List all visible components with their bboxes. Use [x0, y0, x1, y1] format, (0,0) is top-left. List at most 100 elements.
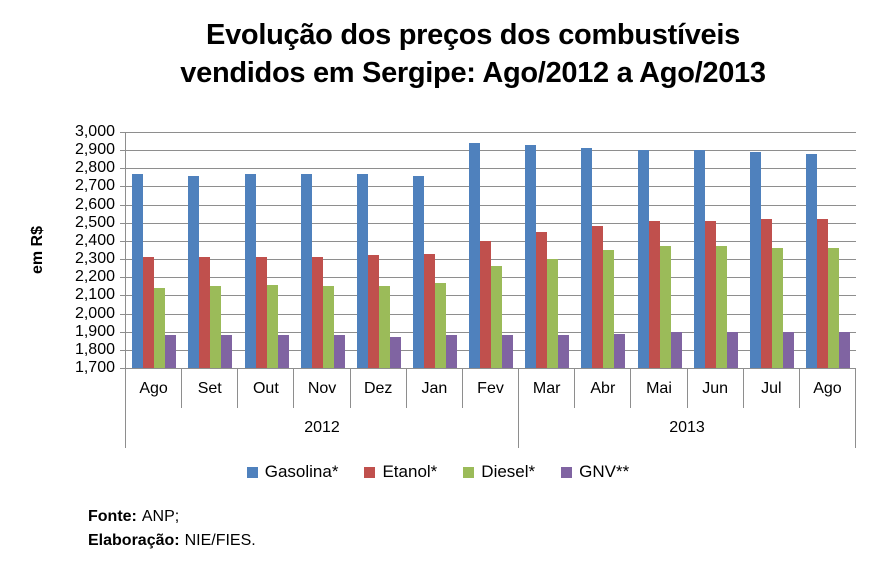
- y-tick-label-11: 1,900: [74, 322, 115, 340]
- bar-diesel-1-set: [210, 286, 222, 368]
- bar-diesel-3-nov: [322, 286, 334, 368]
- y-tick-mark-2500: [120, 222, 126, 224]
- bar-gasolina-7-mar: [525, 144, 537, 368]
- x-axis-month-row: Ago Set Out Nov Dez Jan Fev Mar Abr Mai Jun Jul Ago: [125, 369, 857, 408]
- y-tick-mark-1800: [120, 349, 126, 351]
- y-tick-label-6: 2,400: [74, 231, 115, 249]
- y-tick-label-7: 2,300: [74, 250, 115, 268]
- y-tick-mark-2200: [120, 277, 126, 279]
- bar-gnv-3-nov: [333, 335, 345, 368]
- bar-diesel-8-abr: [603, 250, 615, 368]
- y-tick-label-10: 2,000: [74, 304, 115, 322]
- bar-diesel-6-fev: [491, 266, 503, 368]
- legend-item-etanol: Etanol*: [364, 462, 437, 482]
- y-tick-mark-2000: [120, 313, 126, 315]
- gridline-2600: [126, 204, 856, 206]
- bar-etanol-10-jun: [704, 220, 716, 368]
- y-tick-label-12: 1,800: [74, 340, 115, 358]
- bar-gnv-4-dez: [389, 337, 401, 368]
- legend-label-etanol: Etanol*: [382, 462, 438, 481]
- x-axis-month-7-mar: Mar: [519, 369, 576, 408]
- y-tick-mark-1700: [120, 368, 126, 369]
- y-tick-mark-2800: [120, 168, 126, 170]
- y-tick-label-4: 2,600: [74, 195, 115, 213]
- bar-gnv-5-jan: [445, 335, 457, 368]
- bar-gnv-10-jun: [726, 331, 738, 368]
- x-axis-month-11-jul: Jul: [744, 369, 800, 408]
- y-axis-tick-labels: 3,000 2,900 2,800 2,700 2,600 2,500 2,400 2,300…: [0, 123, 115, 376]
- y-tick-mark-2300: [120, 259, 126, 261]
- y-tick-mark-2100: [120, 295, 126, 297]
- legend-item-diesel: Diesel*: [463, 462, 535, 482]
- bar-gasolina-4-dez: [356, 173, 368, 368]
- bar-etanol-11-jul: [760, 219, 772, 368]
- bar-etanol-3-nov: [311, 257, 323, 368]
- bar-diesel-7-mar: [547, 259, 559, 368]
- bar-gasolina-0-ago: [132, 173, 144, 368]
- x-axis-month-0-ago: Ago: [126, 369, 183, 408]
- bar-diesel-2-out: [266, 284, 278, 368]
- chart-title-line-1: Evolução dos preços dos combustíveis: [206, 19, 740, 51]
- y-tick-mark-2700: [120, 186, 126, 188]
- bar-gasolina-9-mai: [637, 150, 649, 368]
- footer-elaboration-line: Elaboração: NIE/FIES.: [88, 529, 256, 553]
- bar-etanol-0-ago: [143, 257, 155, 368]
- bar-gasolina-12-ago: [806, 153, 818, 368]
- legend-label-diesel: Diesel*: [481, 462, 536, 481]
- legend-swatch-diesel-icon: [463, 466, 475, 478]
- legend-swatch-gasolina-icon: [246, 466, 258, 478]
- y-tick-mark-3000: [120, 132, 126, 133]
- bar-diesel-11-jul: [771, 248, 783, 368]
- y-tick-label-9: 2,100: [74, 286, 115, 304]
- legend-label-gnv: GNV**: [579, 462, 630, 481]
- y-tick-label-0: 3,000: [74, 123, 115, 140]
- x-axis-month-10-jun: Jun: [688, 369, 744, 408]
- bar-gasolina-8-abr: [581, 148, 593, 368]
- legend-swatch-gnv-icon: [561, 466, 573, 478]
- bar-etanol-1-set: [199, 257, 211, 368]
- bar-diesel-5-jan: [434, 282, 446, 368]
- footer-elaboration-label: Elaboração:: [88, 532, 180, 549]
- x-axis-month-9-mai: Mai: [631, 369, 688, 408]
- y-tick-mark-2900: [120, 150, 126, 152]
- chart-title-line-2: vendidos em Sergipe: Ago/2012 a Ago/2013: [180, 57, 766, 89]
- bar-gnv-2-out: [277, 335, 289, 368]
- y-tick-label-1: 2,900: [74, 141, 115, 159]
- bar-gnv-1-set: [221, 335, 233, 368]
- bar-gnv-0-ago: [165, 335, 177, 368]
- chart-title: Evolução dos preços dos combustíveis ven…: [0, 16, 876, 92]
- legend-item-gnv: GNV**: [561, 462, 629, 482]
- x-axis-month-8-abr: Abr: [575, 369, 632, 408]
- gridline-2900: [126, 150, 856, 152]
- footer-elaboration-value: NIE/FIES.: [184, 532, 256, 549]
- x-axis-month-6-fev: Fev: [463, 369, 520, 408]
- y-tick-label-5: 2,500: [74, 213, 115, 231]
- bar-etanol-12-ago: [817, 219, 829, 368]
- y-tick-mark-2400: [120, 240, 126, 242]
- bar-gasolina-6-fev: [469, 142, 481, 368]
- legend-item-gasolina: Gasolina*: [246, 462, 339, 482]
- x-axis-year-2012: 2012: [126, 408, 520, 448]
- bar-diesel-4-dez: [378, 286, 390, 368]
- bar-diesel-10-jun: [715, 246, 727, 368]
- y-tick-label-2: 2,800: [74, 159, 115, 177]
- bar-gasolina-3-nov: [300, 173, 312, 368]
- bar-diesel-0-ago: [154, 288, 166, 368]
- bar-gnv-9-mai: [670, 331, 682, 368]
- bar-gnv-12-ago: [839, 331, 851, 368]
- gridline-2700: [126, 186, 856, 188]
- x-axis-month-1-set: Set: [182, 369, 239, 408]
- bar-gasolina-1-set: [188, 175, 200, 368]
- footer: Fonte: ANP; Elaboração: NIE/FIES.: [88, 505, 256, 553]
- x-axis-month-12-ago: Ago: [800, 369, 857, 408]
- plot-area: [120, 132, 856, 369]
- y-tick-label-8: 2,200: [74, 268, 115, 286]
- bar-gasolina-11-jul: [749, 151, 761, 368]
- legend: Gasolina* Etanol* Diesel* GNV**: [0, 458, 876, 486]
- bar-gasolina-5-jan: [412, 175, 424, 368]
- legend-label-gasolina: Gasolina*: [264, 462, 339, 481]
- bar-etanol-5-jan: [423, 253, 435, 368]
- gridline-3000: [126, 132, 856, 133]
- bar-etanol-8-abr: [592, 226, 604, 368]
- y-tick-label-3: 2,700: [74, 177, 115, 195]
